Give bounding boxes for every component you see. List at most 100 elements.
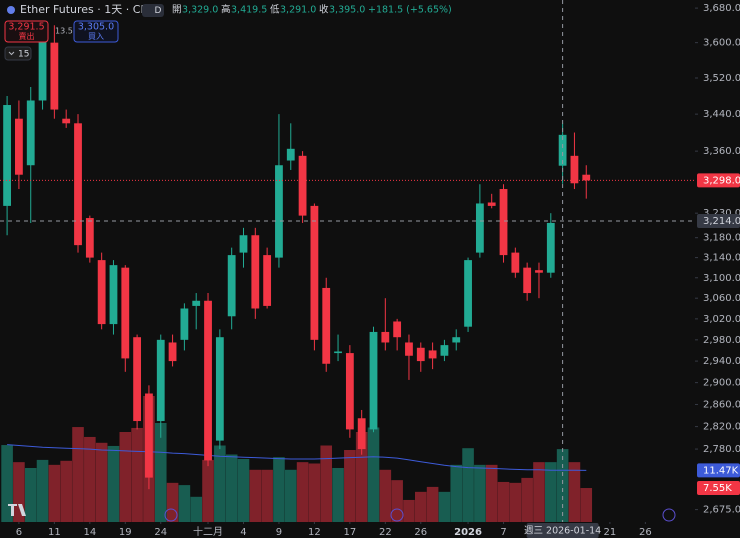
volume-bar [60,460,72,522]
x-tick-label: 14 [83,527,96,538]
ohlc-key: 低 [270,4,280,16]
y-tick-label: 3,680.0 [703,3,740,14]
volume-bar [107,445,120,522]
candle-body [38,38,47,101]
x-tick-label: 22 [379,527,392,538]
volume-bar [474,464,486,522]
volume-bar [190,496,202,522]
quantity: 15 [18,50,29,60]
candle-body [227,255,236,317]
candle-body [263,255,272,306]
crosshair-price-box [697,213,740,228]
y-tick-label: 2,675.0 [703,505,740,516]
volume-ma-line [7,444,587,471]
y-tick-label: 3,100.0 [703,273,740,284]
volume-bar [485,464,498,522]
ohlc-value: 3,419.5 [231,5,267,16]
volume-bar [462,448,474,522]
candle-body [582,174,591,181]
volume-bar [355,432,368,522]
candle-body [97,260,106,325]
volume-bar [202,459,214,522]
candle-body [345,353,354,430]
volume-bar [261,469,273,522]
volume-bar [521,477,533,522]
candle-body [215,337,224,441]
symbol: Ether Futures · 1天 · CME [20,3,157,16]
candle-body [428,350,437,359]
candle-body [286,148,295,161]
scroll-icon[interactable] [662,508,676,522]
volume-bar [308,463,321,522]
volume-bar [225,454,238,522]
ohlc-key: 開 [172,5,182,16]
volume-bar [214,445,226,522]
y-tick-label: 3,360.0 [703,146,740,157]
event-icon[interactable] [390,508,404,522]
ohlc-value: 3,395.0 [329,5,365,16]
last-price-box [697,173,740,188]
y-tick-label: 2,980.0 [703,335,740,346]
candle-body [393,321,402,338]
candle-body [85,218,94,258]
x-tick-label: 9 [276,527,282,538]
volume-bar [284,469,297,522]
candle-body [239,235,248,253]
volume-bar [154,423,167,522]
volume-bar [166,482,179,522]
volume-bar [24,468,37,522]
sell-button[interactable] [4,20,49,43]
candle-body [204,300,212,461]
x-tick-label: 十二月 [193,525,223,538]
candle-body [416,347,425,362]
crosshair-price-label: 3,214.0 [703,216,740,227]
buy-label: 買入 [88,32,104,41]
volume-bar [545,462,557,522]
x-tick-label: 24 [154,527,167,538]
y-tick-label: 3,180.0 [703,233,740,244]
y-tick-label: 2,860.0 [703,399,740,410]
buy-button[interactable] [73,20,119,43]
volume-bar [568,462,581,522]
volume-bar [556,449,569,522]
candle-body [535,270,543,273]
candle-body [558,134,567,166]
ohlc-key: 高 [221,4,231,16]
candle-body [192,300,201,306]
volume-bar [438,491,451,522]
candle-body [369,331,378,430]
volume-bar [131,427,143,522]
event-icon[interactable] [164,508,178,522]
candle-body [322,287,331,364]
y-tick-label: 3,520.0 [703,73,740,84]
volume-bar [84,436,96,522]
volume-bar [497,481,510,522]
candle-body [405,342,413,356]
badge: D [155,6,162,16]
candle-body [168,342,177,362]
x-tick-label: 2026 [454,527,482,538]
x-tick-label: 4 [240,527,246,538]
volume-bar [391,480,403,522]
quantity-box[interactable] [4,46,32,61]
volume-bar [580,488,593,522]
volume-bar [426,486,439,522]
x-tick-label: 19 [119,527,132,538]
candle-body [452,337,461,343]
y-tick-label: 2,900.0 [703,378,740,389]
buy-price: 3,305.0 [78,22,114,33]
volume-label: 7.55K [703,483,732,494]
candle-body [133,337,142,422]
volume-bar [414,491,427,522]
candle-body [570,155,579,184]
y-tick-label: 3,060.0 [703,293,740,304]
y-tick-label: 2,820.0 [703,422,740,433]
y-tick-label: 3,020.0 [703,314,740,325]
candle-body [523,267,532,294]
volume-bar [367,427,380,522]
x-tick-label: 6 [16,527,22,538]
x-tick-label: 7 [500,527,506,538]
volume-bar [36,459,49,522]
